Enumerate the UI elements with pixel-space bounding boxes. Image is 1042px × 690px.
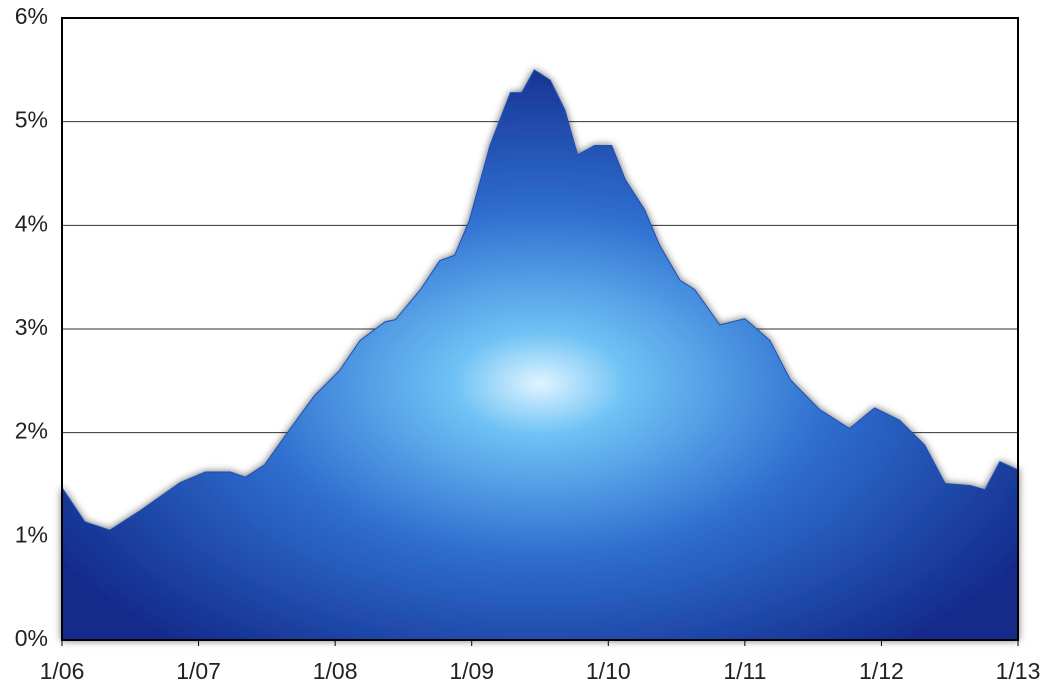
x-tick-label: 1/10 <box>586 658 631 684</box>
x-tick-label: 1/06 <box>40 658 85 684</box>
x-tick-label: 1/09 <box>449 658 494 684</box>
y-tick-label: 1% <box>15 521 48 547</box>
x-tick-label: 1/11 <box>723 658 766 684</box>
y-tick-label: 0% <box>15 625 48 651</box>
x-tick-label: 1/08 <box>313 658 358 684</box>
x-tick-label: 1/13 <box>996 658 1041 684</box>
y-tick-label: 4% <box>15 210 48 236</box>
x-tick-label: 1/07 <box>176 658 221 684</box>
area <box>62 70 1018 640</box>
y-tick-label: 5% <box>15 107 48 133</box>
y-tick-label: 3% <box>15 314 48 340</box>
y-tick-label: 6% <box>15 3 48 29</box>
y-tick-label: 2% <box>15 418 48 444</box>
chart: 0% 1% 2% 3% 4% 5% 6% 1/06 1/07 1/08 1/09 1/10 1/11 1/… <box>0 0 1042 690</box>
x-tick-label: 1/12 <box>859 658 904 684</box>
page: {"chart_data": { "type": "area", "x": [0… <box>0 0 1042 690</box>
